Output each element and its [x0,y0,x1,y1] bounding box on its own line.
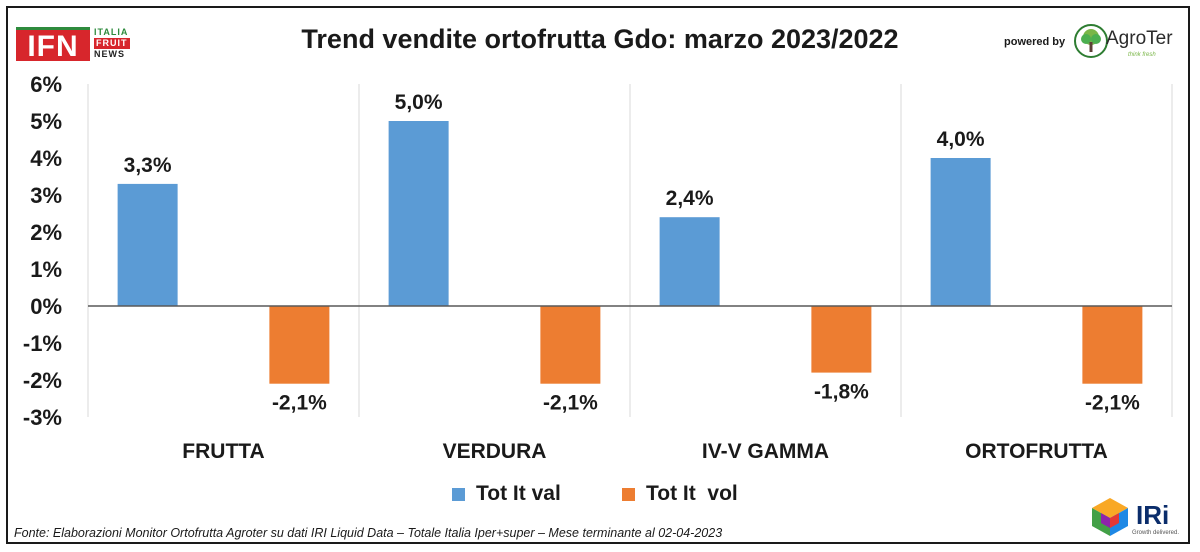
data-label: -2,1% [272,392,327,415]
ifn-logo-line2: FRUIT [94,38,130,49]
iri-logo-tagline: Growth delivered. [1132,530,1180,536]
ifn-logo-mark: IFN [16,27,90,63]
powered-by-label: powered by [1004,36,1066,48]
data-label: -1,8% [814,381,869,404]
ifn-logo-line1: ITALIA [94,27,129,37]
bar-vol [1082,306,1143,384]
y-tick-label: -3% [23,405,62,430]
x-category-label: ORTOFRUTTA [965,440,1108,463]
agroter-tree-icon [1074,24,1108,58]
legend-swatch-vol [622,488,635,501]
bar-vol [811,306,872,373]
chart-frame [6,6,1190,544]
x-category-label: FRUTTA [182,440,264,463]
y-tick-label: 5% [30,109,62,134]
iri-logo-name: IRi [1136,500,1170,530]
bar-val [930,158,991,306]
data-label: -2,1% [1085,392,1140,415]
data-label: 3,3% [124,154,172,177]
ifn-logo-line3: NEWS [94,49,125,59]
x-category-label: IV-V GAMMA [702,440,829,463]
iri-cube-icon [1092,498,1128,536]
bar-val [388,121,449,306]
y-tick-label: -1% [23,331,62,356]
bar-val [659,217,720,306]
ifn-logo-text: ITALIA FRUIT NEWS [94,27,140,60]
x-category-label: VERDURA [443,440,547,463]
source-note: Fonte: Elaborazioni Monitor Ortofrutta A… [14,526,723,540]
data-label: -2,1% [543,392,598,415]
data-label: 5,0% [395,91,443,114]
data-label: 2,4% [666,187,714,210]
bar-vol [540,306,601,384]
y-tick-label: 4% [30,146,62,171]
legend-swatch-val [452,488,465,501]
data-label: 4,0% [937,128,985,151]
bar-val [117,183,178,306]
chart-title: Trend vendite ortofrutta Gdo: marzo 2023… [301,24,899,54]
y-tick-label: -2% [23,368,62,393]
y-tick-label: 0% [30,294,62,319]
legend-label-val: Tot It val [476,482,561,505]
y-tick-label: 2% [30,220,62,245]
y-tick-label: 1% [30,257,62,282]
bar-vol [269,306,330,384]
y-tick-label: 3% [30,183,62,208]
agroter-logo-tagline: think fresh [1128,52,1156,58]
agroter-logo-name: AgroTer [1106,28,1173,49]
ifn-logo: IFN ITALIA FRUIT NEWS [16,25,138,65]
legend-label-vol: Tot It vol [646,482,738,505]
y-tick-label: 6% [30,72,62,97]
